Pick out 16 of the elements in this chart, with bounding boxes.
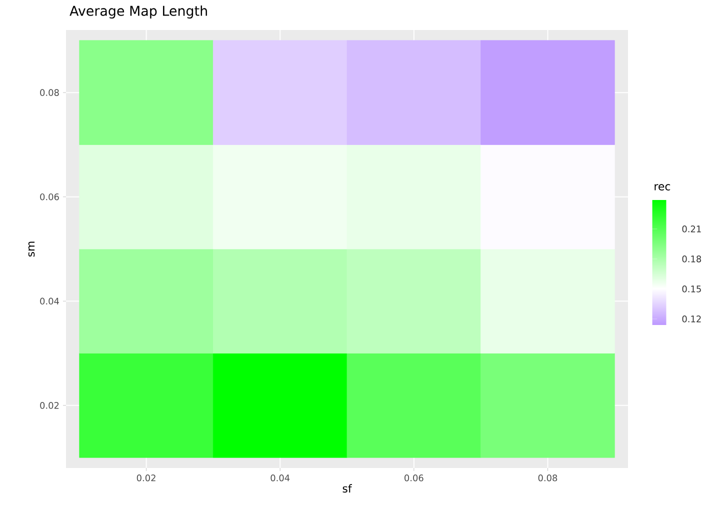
color-bar-label: 0.12: [682, 316, 701, 322]
x-tick-label: 0.04: [270, 474, 290, 482]
y-tick-label: 0.08: [40, 89, 59, 96]
y-tick-label: 0.02: [40, 402, 59, 409]
x-tick-label: 0.08: [538, 474, 558, 482]
x-tick-label: 0.02: [136, 474, 156, 482]
y-tick-label: 0.04: [40, 298, 59, 305]
x-axis-title: sf: [342, 484, 352, 493]
color-bar-label: 0.21: [682, 226, 701, 232]
y-axis-title: sm: [28, 242, 35, 257]
color-bar-label: 0.18: [682, 256, 702, 262]
chart-title: Average Map Length: [70, 5, 207, 18]
color-bar-label: 0.15: [682, 286, 701, 292]
color-bar-title: rec: [654, 184, 670, 190]
x-tick-label: 0.06: [404, 474, 424, 482]
y-tick-label: 0.06: [40, 193, 59, 200]
